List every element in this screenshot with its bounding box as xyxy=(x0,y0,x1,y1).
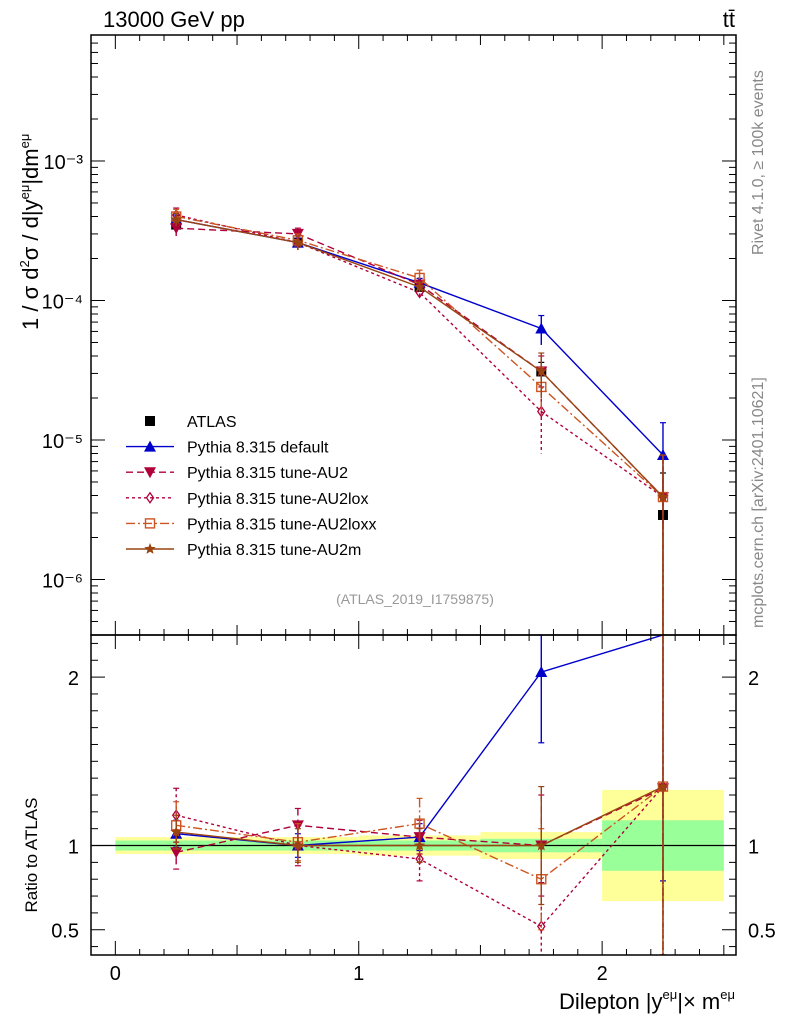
legend-entry-au2m: Pythia 8.315 tune-AU2m xyxy=(126,542,361,559)
y-tick-label: 10⁻³ xyxy=(44,152,84,174)
legend-entry-default: Pythia 8.315 default xyxy=(126,440,329,457)
series-line-default xyxy=(176,218,664,456)
data-point xyxy=(170,223,183,235)
ratio-point xyxy=(415,852,424,866)
series-au2m xyxy=(170,212,669,635)
ratio-point xyxy=(535,839,547,851)
legend-entry-au2: Pythia 8.315 tune-AU2 xyxy=(126,465,348,482)
legend: ATLAS Pythia 8.315 default Pythia 8.315 tu… xyxy=(126,414,376,559)
legend-entry-data: ATLAS xyxy=(145,414,237,431)
ratio-series-au2m xyxy=(170,635,669,955)
y-tick-label: 10⁻⁴ xyxy=(42,291,83,313)
ratio-ylabel: Ratio to ATLAS xyxy=(22,798,41,913)
legend-marker xyxy=(144,543,156,554)
ratio-x-ticks: 0 1 2 xyxy=(90,635,725,985)
data-point xyxy=(657,491,669,502)
legend-label: Pythia 8.315 tune-AU2m xyxy=(187,542,361,559)
legend-marker xyxy=(144,440,156,452)
ratio-y-tick-label-right: 0.5 xyxy=(748,921,776,943)
ratio-y-tick-label-right: 2 xyxy=(748,668,759,690)
main-x-ticks xyxy=(90,35,725,635)
ratio-y-tick-label-right: 1 xyxy=(748,837,759,859)
ratio-point xyxy=(536,920,546,933)
legend-marker xyxy=(145,416,155,426)
y-tick-label: 10⁻⁵ xyxy=(42,431,83,453)
ratio-series-au2 xyxy=(170,635,669,955)
ratio-series-au2lox xyxy=(171,635,668,955)
ratio-series-au2loxx xyxy=(170,635,669,955)
data-point xyxy=(170,213,182,225)
legend-label: Pythia 8.315 tune-AU2 xyxy=(187,465,348,482)
process-label: tt̄ xyxy=(723,7,735,32)
ratio-y-tick-label: 1 xyxy=(68,837,79,859)
y-tick-label: 10⁻⁶ xyxy=(42,570,83,592)
ratio-point xyxy=(170,847,183,859)
series-line-au2 xyxy=(176,227,664,498)
main-series xyxy=(170,207,669,635)
svg-text:1 / σ d2σ / d|yeμ|dmeμ: 1 / σ d2σ / d|yeμ|dmeμ xyxy=(17,134,43,330)
ratio-point xyxy=(657,780,669,792)
mcplots-label: mcplots.cern.ch [arXiv:2401.10621] xyxy=(750,377,767,628)
legend-label: ATLAS xyxy=(187,414,237,431)
legend-label: Pythia 8.315 tune-AU2lox xyxy=(187,491,368,508)
rivet-label: Rivet 4.1.0, ≥ 100k events xyxy=(750,70,767,255)
ratio-y-tick-label: 2 xyxy=(68,668,79,690)
ratio-y-ticks: 0.5 0.5 1 1 2 2 xyxy=(51,642,776,948)
svg-text:Dilepton |yeμ|× meμ: Dilepton |yeμ|× meμ xyxy=(559,987,735,1014)
data-point xyxy=(413,281,426,292)
ratio-series xyxy=(170,635,669,955)
x-tick-label: 1 xyxy=(353,963,364,985)
legend-entry-au2loxx: Pythia 8.315 tune-AU2loxx xyxy=(126,516,376,533)
main-panel: 10⁻⁶ 10⁻⁵ 10⁻⁴ 10⁻³ xyxy=(42,34,737,636)
data-point xyxy=(535,365,547,377)
ratio-panel: 0 1 2 0.5 0.5 1 1 2 2 xyxy=(51,634,776,985)
data-point xyxy=(292,236,304,248)
main-y-ticks: 10⁻⁶ 10⁻⁵ 10⁻⁴ 10⁻³ xyxy=(42,34,736,636)
ratio-point xyxy=(292,839,304,851)
energy-label: 13000 GeV pp xyxy=(103,7,245,32)
ratio-line-default xyxy=(176,635,664,847)
ratio-point xyxy=(413,839,426,851)
ratio-y-tick-label: 0.5 xyxy=(51,921,79,943)
analysis-id: (ATLAS_2019_I1759875) xyxy=(336,591,494,607)
ratio-point xyxy=(535,666,548,678)
xlabel: Dilepton |yeμ|× meμ xyxy=(559,987,735,1014)
data-point xyxy=(535,322,548,334)
x-tick-label: 0 xyxy=(110,963,121,985)
main-ylabel: 1 / σ d2σ / d|yeμ|dmeμ xyxy=(17,134,43,330)
data-point xyxy=(536,405,546,418)
legend-label: Pythia 8.315 tune-AU2loxx xyxy=(187,516,376,533)
legend-marker xyxy=(144,467,156,479)
legend-marker xyxy=(144,518,156,529)
series-line-au2lox xyxy=(176,214,664,498)
ratio-point xyxy=(170,826,182,837)
legend-label: Pythia 8.315 default xyxy=(187,440,329,457)
legend-entry-au2lox: Pythia 8.315 tune-AU2lox xyxy=(126,491,368,508)
legend-marker xyxy=(145,491,155,504)
x-tick-label: 2 xyxy=(597,963,608,985)
